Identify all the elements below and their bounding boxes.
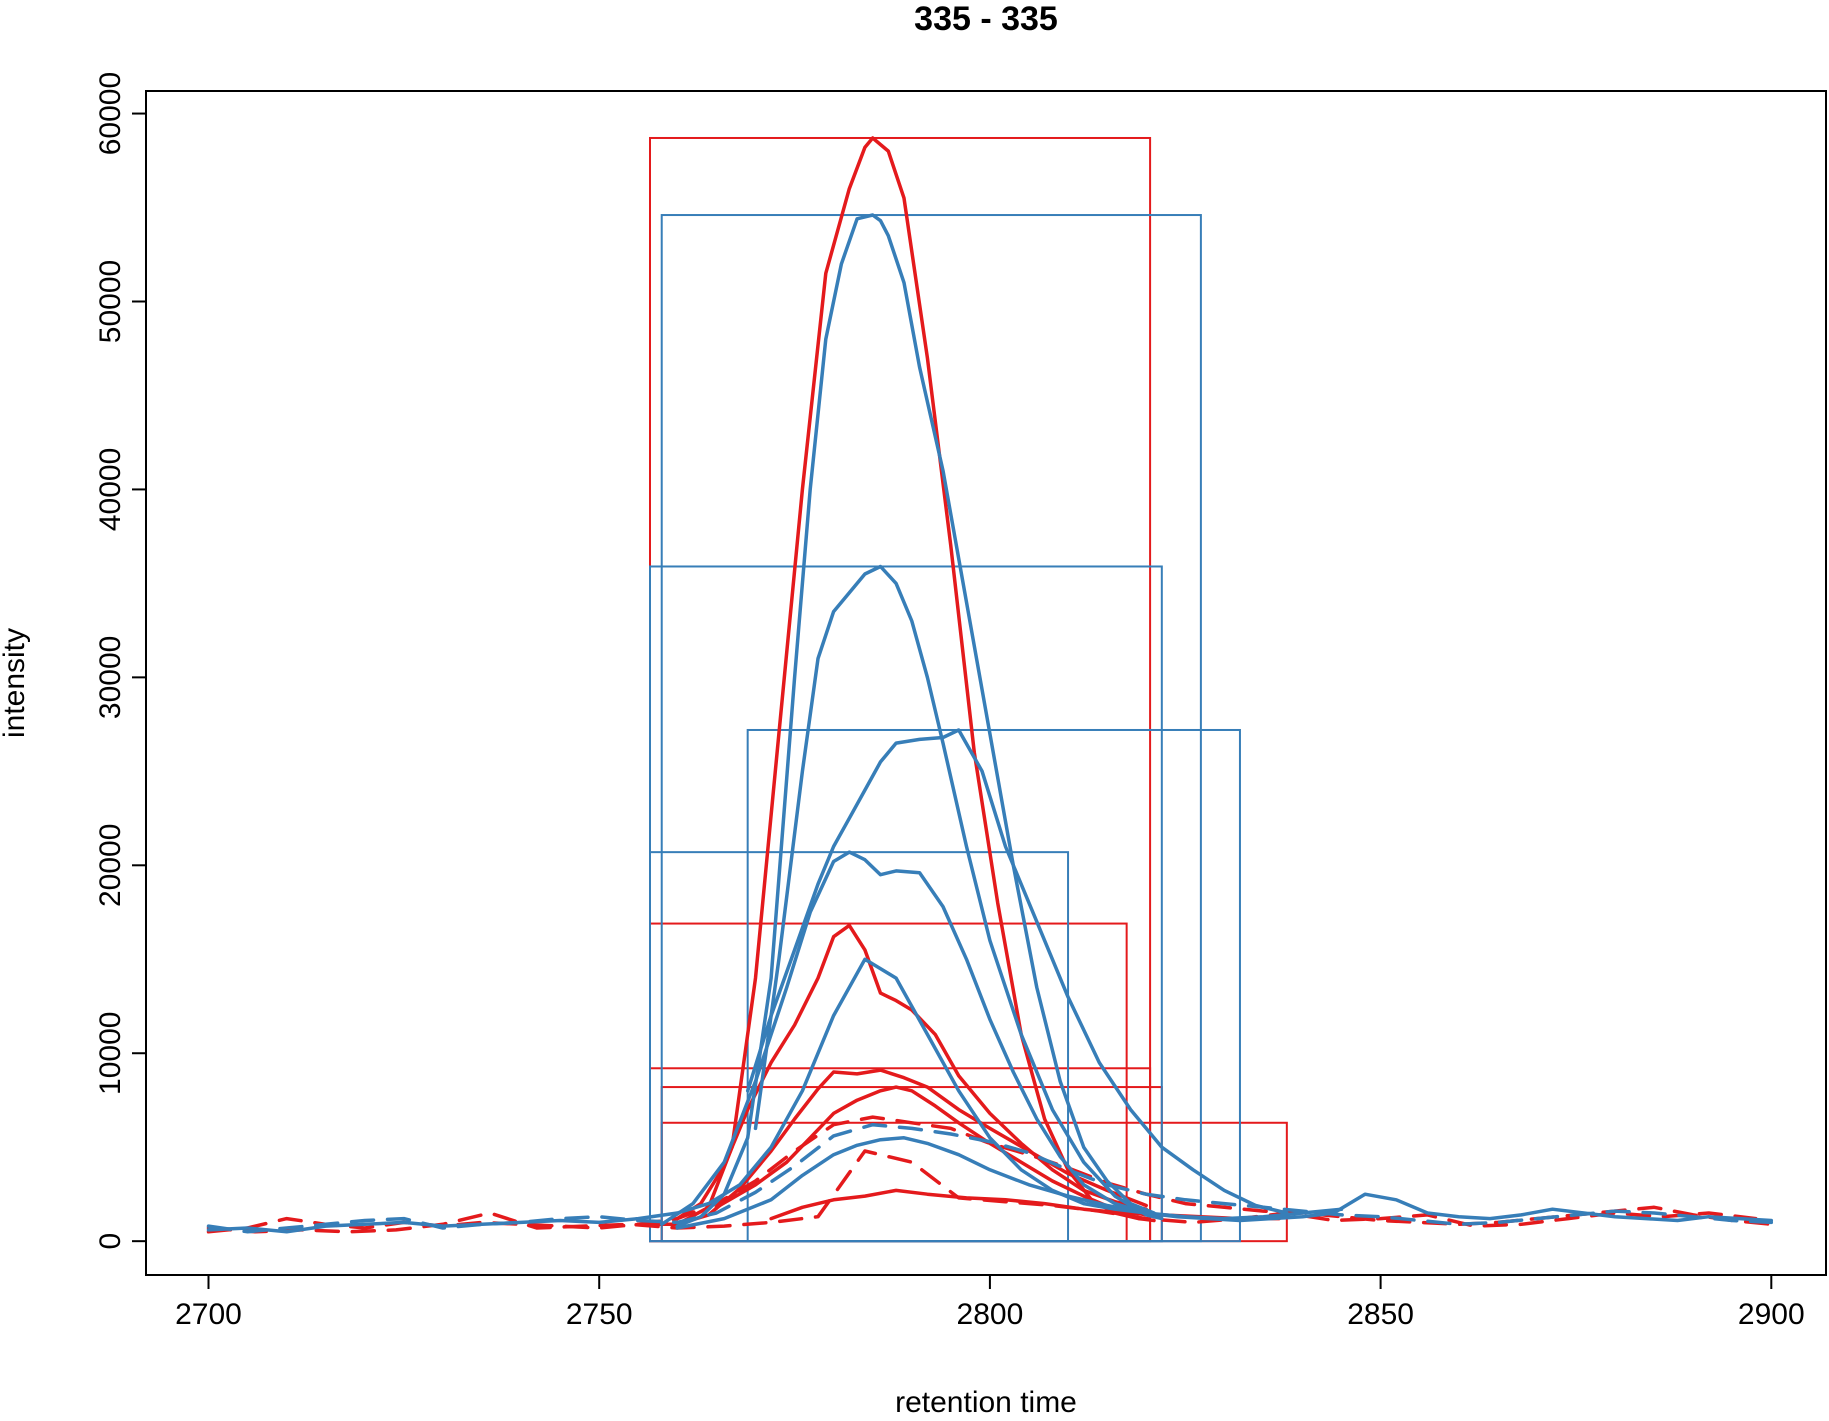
chromatogram-line (753, 564, 1164, 1221)
x-axis: 2700 2750 2800 2850 2900 (175, 1274, 1805, 1331)
plot-frame (145, 90, 1827, 1276)
y-axis-label: intensity (0, 628, 31, 738)
x-tick-label: 2900 (1738, 1298, 1805, 1331)
x-axis-label: retention time (895, 1386, 1077, 1419)
x-tick-label: 2800 (957, 1298, 1024, 1331)
y-tick-label: 0 (94, 1233, 127, 1250)
y-tick-label: 40000 (94, 448, 127, 531)
chromatogram-line (644, 136, 1156, 1227)
chromatogram-line (206, 1122, 1774, 1234)
chromatogram-line (675, 213, 1156, 1228)
y-tick-label: 30000 (94, 636, 127, 719)
chromatogram-line (675, 1136, 1344, 1230)
chart-title: 335 - 335 (914, 0, 1058, 38)
y-tick-label: 50000 (94, 260, 127, 343)
x-tick-label: 2750 (566, 1298, 633, 1331)
y-tick-label: 10000 (94, 1012, 127, 1095)
x-tick-label: 2850 (1347, 1298, 1414, 1331)
y-tick-label: 60000 (94, 72, 127, 155)
chromatogram-line (206, 1115, 1774, 1234)
plot-area (206, 136, 1774, 1243)
chromatogram-line (745, 728, 1289, 1215)
chromatogram-line (659, 850, 1148, 1227)
peak-rectangle (649, 1067, 1152, 1243)
y-axis: 0 10000 20000 30000 40000 50000 60000 (94, 72, 147, 1250)
peak-rectangle (649, 851, 1070, 1243)
y-tick-label: 20000 (94, 824, 127, 907)
chromatogram-line (206, 1149, 1758, 1234)
chromatogram-line (206, 957, 1774, 1234)
x-tick-label: 2700 (175, 1298, 242, 1331)
